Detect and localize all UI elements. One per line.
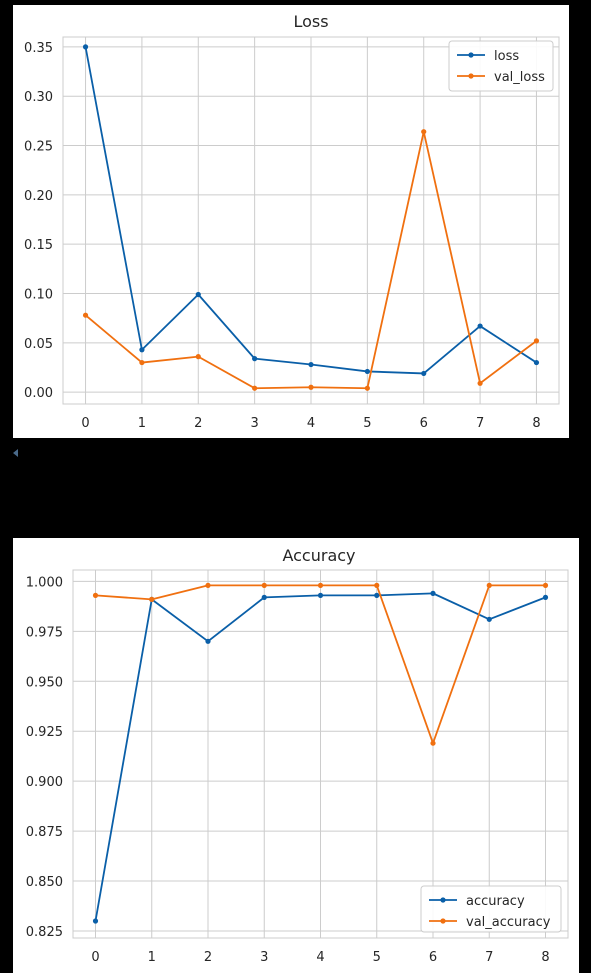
loss-chart: Loss 0 1 2 3 4 5 6 7 8 0.00 0.05 0.10 0.15 0.20 0.25 0.… <box>13 5 569 438</box>
grid <box>73 570 568 938</box>
legend-marker <box>440 918 446 924</box>
legend-label: val_accuracy <box>466 915 551 930</box>
y-tick-label: 0.15 <box>24 238 53 253</box>
data-point <box>477 380 483 386</box>
y-tick-label: 0.10 <box>24 288 53 303</box>
x-tick-label: 4 <box>307 416 315 431</box>
output-collapse-icon[interactable] <box>13 449 18 457</box>
data-point <box>308 384 314 390</box>
data-point <box>308 361 314 368</box>
x-tick-label: 1 <box>148 950 156 965</box>
y-tick-label: 0.825 <box>26 925 63 940</box>
data-point <box>533 338 540 344</box>
x-tick-label: 2 <box>194 416 202 431</box>
legend-marker <box>440 897 446 903</box>
chart-title: Accuracy <box>282 546 355 565</box>
data-point <box>364 368 370 375</box>
legend-label: loss <box>494 49 519 64</box>
data-point <box>195 291 201 298</box>
y-tick-label: 0.925 <box>26 725 63 740</box>
data-point <box>92 592 99 598</box>
data-point <box>317 582 324 588</box>
x-tick-label: 1 <box>138 416 146 431</box>
legend-label: accuracy <box>466 894 525 909</box>
x-tick-label: 8 <box>532 416 540 431</box>
x-tick-label: 7 <box>485 950 493 965</box>
y-tick-label: 0.950 <box>26 675 63 690</box>
data-point <box>477 323 483 329</box>
data-point <box>92 918 99 924</box>
data-point <box>205 638 211 644</box>
data-point <box>252 385 258 391</box>
data-point <box>542 594 549 600</box>
data-point <box>82 312 89 318</box>
x-tick-label: 5 <box>373 950 381 965</box>
legend-box <box>448 40 554 92</box>
legend-marker <box>468 52 474 58</box>
y-tick-label: 0.850 <box>26 875 63 890</box>
loss-chart-svg: Loss 0 1 2 3 4 5 6 7 8 0.00 0.05 0.10 0.15 0.20 0.25 0.… <box>24 12 560 431</box>
x-tick-label: 0 <box>91 950 99 965</box>
x-tick-label: 3 <box>260 950 268 965</box>
grid <box>63 37 559 404</box>
x-tick-label: 3 <box>250 416 258 431</box>
data-point <box>533 359 540 366</box>
x-tick-label: 4 <box>316 950 324 965</box>
y-tick-label: 0.900 <box>26 775 63 790</box>
data-point <box>430 590 436 596</box>
y-tick-label: 0.875 <box>26 825 63 840</box>
y-tick-label: 0.975 <box>26 625 63 640</box>
data-point <box>149 596 155 602</box>
x-tick-label: 7 <box>476 416 484 431</box>
y-tick-label: 0.30 <box>24 90 53 105</box>
plot-frame <box>72 569 569 939</box>
legend: loss val_loss <box>448 40 554 92</box>
x-tick-label: 0 <box>81 416 89 431</box>
x-tick-label: 6 <box>429 950 437 965</box>
data-point <box>139 359 145 366</box>
data-point <box>252 356 258 362</box>
data-point <box>364 385 370 391</box>
data-point <box>195 354 201 360</box>
legend-label: val_loss <box>494 70 545 85</box>
y-tick-label: 0.00 <box>24 386 53 401</box>
data-point <box>486 616 492 622</box>
accuracy-chart: Accuracy 0 1 2 3 4 5 6 7 8 0.825 0.850 0.875 0.900 0.… <box>13 538 579 973</box>
y-tick-label: 0.20 <box>24 189 53 204</box>
data-point <box>317 592 324 598</box>
y-tick-label: 0.05 <box>24 337 53 352</box>
data-point <box>421 370 427 377</box>
data-point <box>374 592 380 598</box>
data-point <box>421 129 427 135</box>
legend-marker <box>468 73 474 79</box>
x-tick-label: 6 <box>420 416 428 431</box>
data-point <box>261 582 267 588</box>
y-tick-label: 1.000 <box>26 575 63 590</box>
chart-title: Loss <box>293 12 328 31</box>
accuracy-chart-svg: Accuracy 0 1 2 3 4 5 6 7 8 0.825 0.850 0.875 0.900 0.… <box>26 546 569 965</box>
data-point <box>205 582 211 588</box>
data-point <box>374 582 380 588</box>
data-point <box>486 582 492 588</box>
y-tick-label: 0.25 <box>24 140 53 155</box>
x-tick-label: 2 <box>204 950 212 965</box>
x-tick-label: 8 <box>541 950 549 965</box>
data-point <box>542 582 549 588</box>
data-point <box>139 347 145 353</box>
data-point <box>261 594 267 600</box>
data-point <box>430 740 436 746</box>
x-tick-label: 5 <box>363 416 371 431</box>
legend: accuracy val_accuracy <box>420 885 562 933</box>
plot-frame <box>62 36 560 405</box>
data-point <box>82 44 89 50</box>
y-tick-label: 0.35 <box>24 41 53 56</box>
